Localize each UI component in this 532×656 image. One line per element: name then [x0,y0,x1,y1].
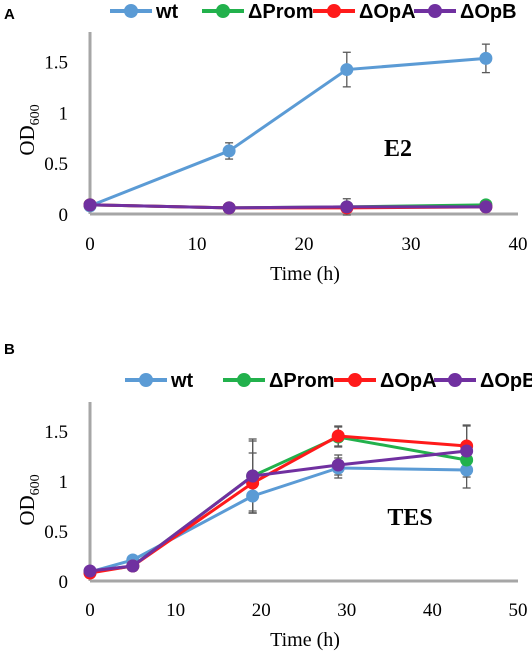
y-tick-label: 0 [59,572,69,593]
panel-label: A [4,6,15,23]
legend-label: ΔProm [248,1,314,23]
x-tick-label: 20 [295,234,314,255]
legend-label: ΔProm [269,370,335,392]
series-wt [83,51,493,213]
x-axis-label: Time (h) [270,263,340,285]
data-point [246,489,260,503]
x-axis-label: Time (h) [270,629,340,651]
legend-item: ΔProm [223,370,335,392]
chart-annotation: TES [387,505,432,531]
data-point [460,453,474,467]
legend-marker [139,373,153,387]
legend-marker [216,4,230,18]
data-point [331,458,345,472]
y-axis-label: OD600 [15,474,43,525]
data-point [331,429,345,443]
legend-item: wt [110,1,179,23]
data-point [83,198,97,212]
legend-marker [327,4,341,18]
x-tick-label: 30 [402,234,421,255]
data-point [126,559,140,573]
x-tick-label: 0 [85,600,95,621]
y-tick-label: 0 [59,205,69,226]
legend-item: ΔOpB [434,370,532,392]
data-point [222,201,236,215]
legend-item: ΔOpA [334,370,437,392]
legend-marker [448,373,462,387]
data-point [460,463,474,477]
y-axis-label-main: OD [15,125,39,155]
x-tick-label: 30 [337,600,356,621]
legend-label: ΔOpA [380,370,437,392]
x-tick-label: 10 [188,234,207,255]
legend-marker [124,4,138,18]
legend-marker [348,373,362,387]
series-line [89,56,487,208]
y-tick-label: 0.5 [44,522,68,543]
data-point [460,444,474,458]
legend-marker [237,373,251,387]
chart-panel-a: A 0 0.5 1 1.5 0 10 20 30 40 Time (h) OD600 E2 wt ΔProm… [4,1,528,285]
legend-item: ΔOpB [414,1,517,23]
legend-item: wt [125,370,194,392]
panel-label: B [4,341,15,358]
legend-label: wt [170,370,194,392]
x-tick-label: 10 [166,600,185,621]
x-tick-label: 20 [252,600,271,621]
y-axis-label-main: OD [15,495,39,525]
chart-annotation: E2 [384,136,412,162]
data-point [479,51,493,65]
y-tick-label: 1.5 [44,422,68,443]
legend-label: ΔOpB [480,370,532,392]
legend-label: ΔOpB [460,1,517,23]
series-line [89,203,486,210]
data-point [222,144,236,158]
legend-marker [428,4,442,18]
data-point [246,469,260,483]
y-tick-label: 0.5 [44,154,68,175]
data-point [340,63,354,77]
x-tick-label: 50 [509,600,528,621]
chart-panel-b: B 0 0.5 1 1.5 0 10 20 30 40 50 Time (h) OD600 TES wt ΔP… [4,341,532,651]
y-tick-label: 1.5 [44,52,68,73]
y-tick-label: 1 [59,472,69,493]
y-axis-label: OD600 [15,104,43,155]
legend-item: ΔProm [202,1,314,23]
x-tick-label: 40 [423,600,442,621]
series-opb [83,198,493,215]
legend-label: wt [155,1,179,23]
series-opb [83,444,474,578]
data-point [83,564,97,578]
data-point [340,200,354,214]
legend-item: ΔOpA [313,1,416,23]
legend: wt ΔProm ΔOpA ΔOpB [110,1,517,23]
y-axis-label-subscript: 600 [28,474,43,495]
data-point [479,200,493,214]
x-tick-label: 0 [85,234,95,255]
y-axis-label-subscript: 600 [28,104,43,125]
x-tick-label: 40 [509,234,528,255]
legend-label: ΔOpA [359,1,416,23]
y-tick-label: 1 [59,103,69,124]
legend: wt ΔProm ΔOpA ΔOpB [125,370,532,392]
